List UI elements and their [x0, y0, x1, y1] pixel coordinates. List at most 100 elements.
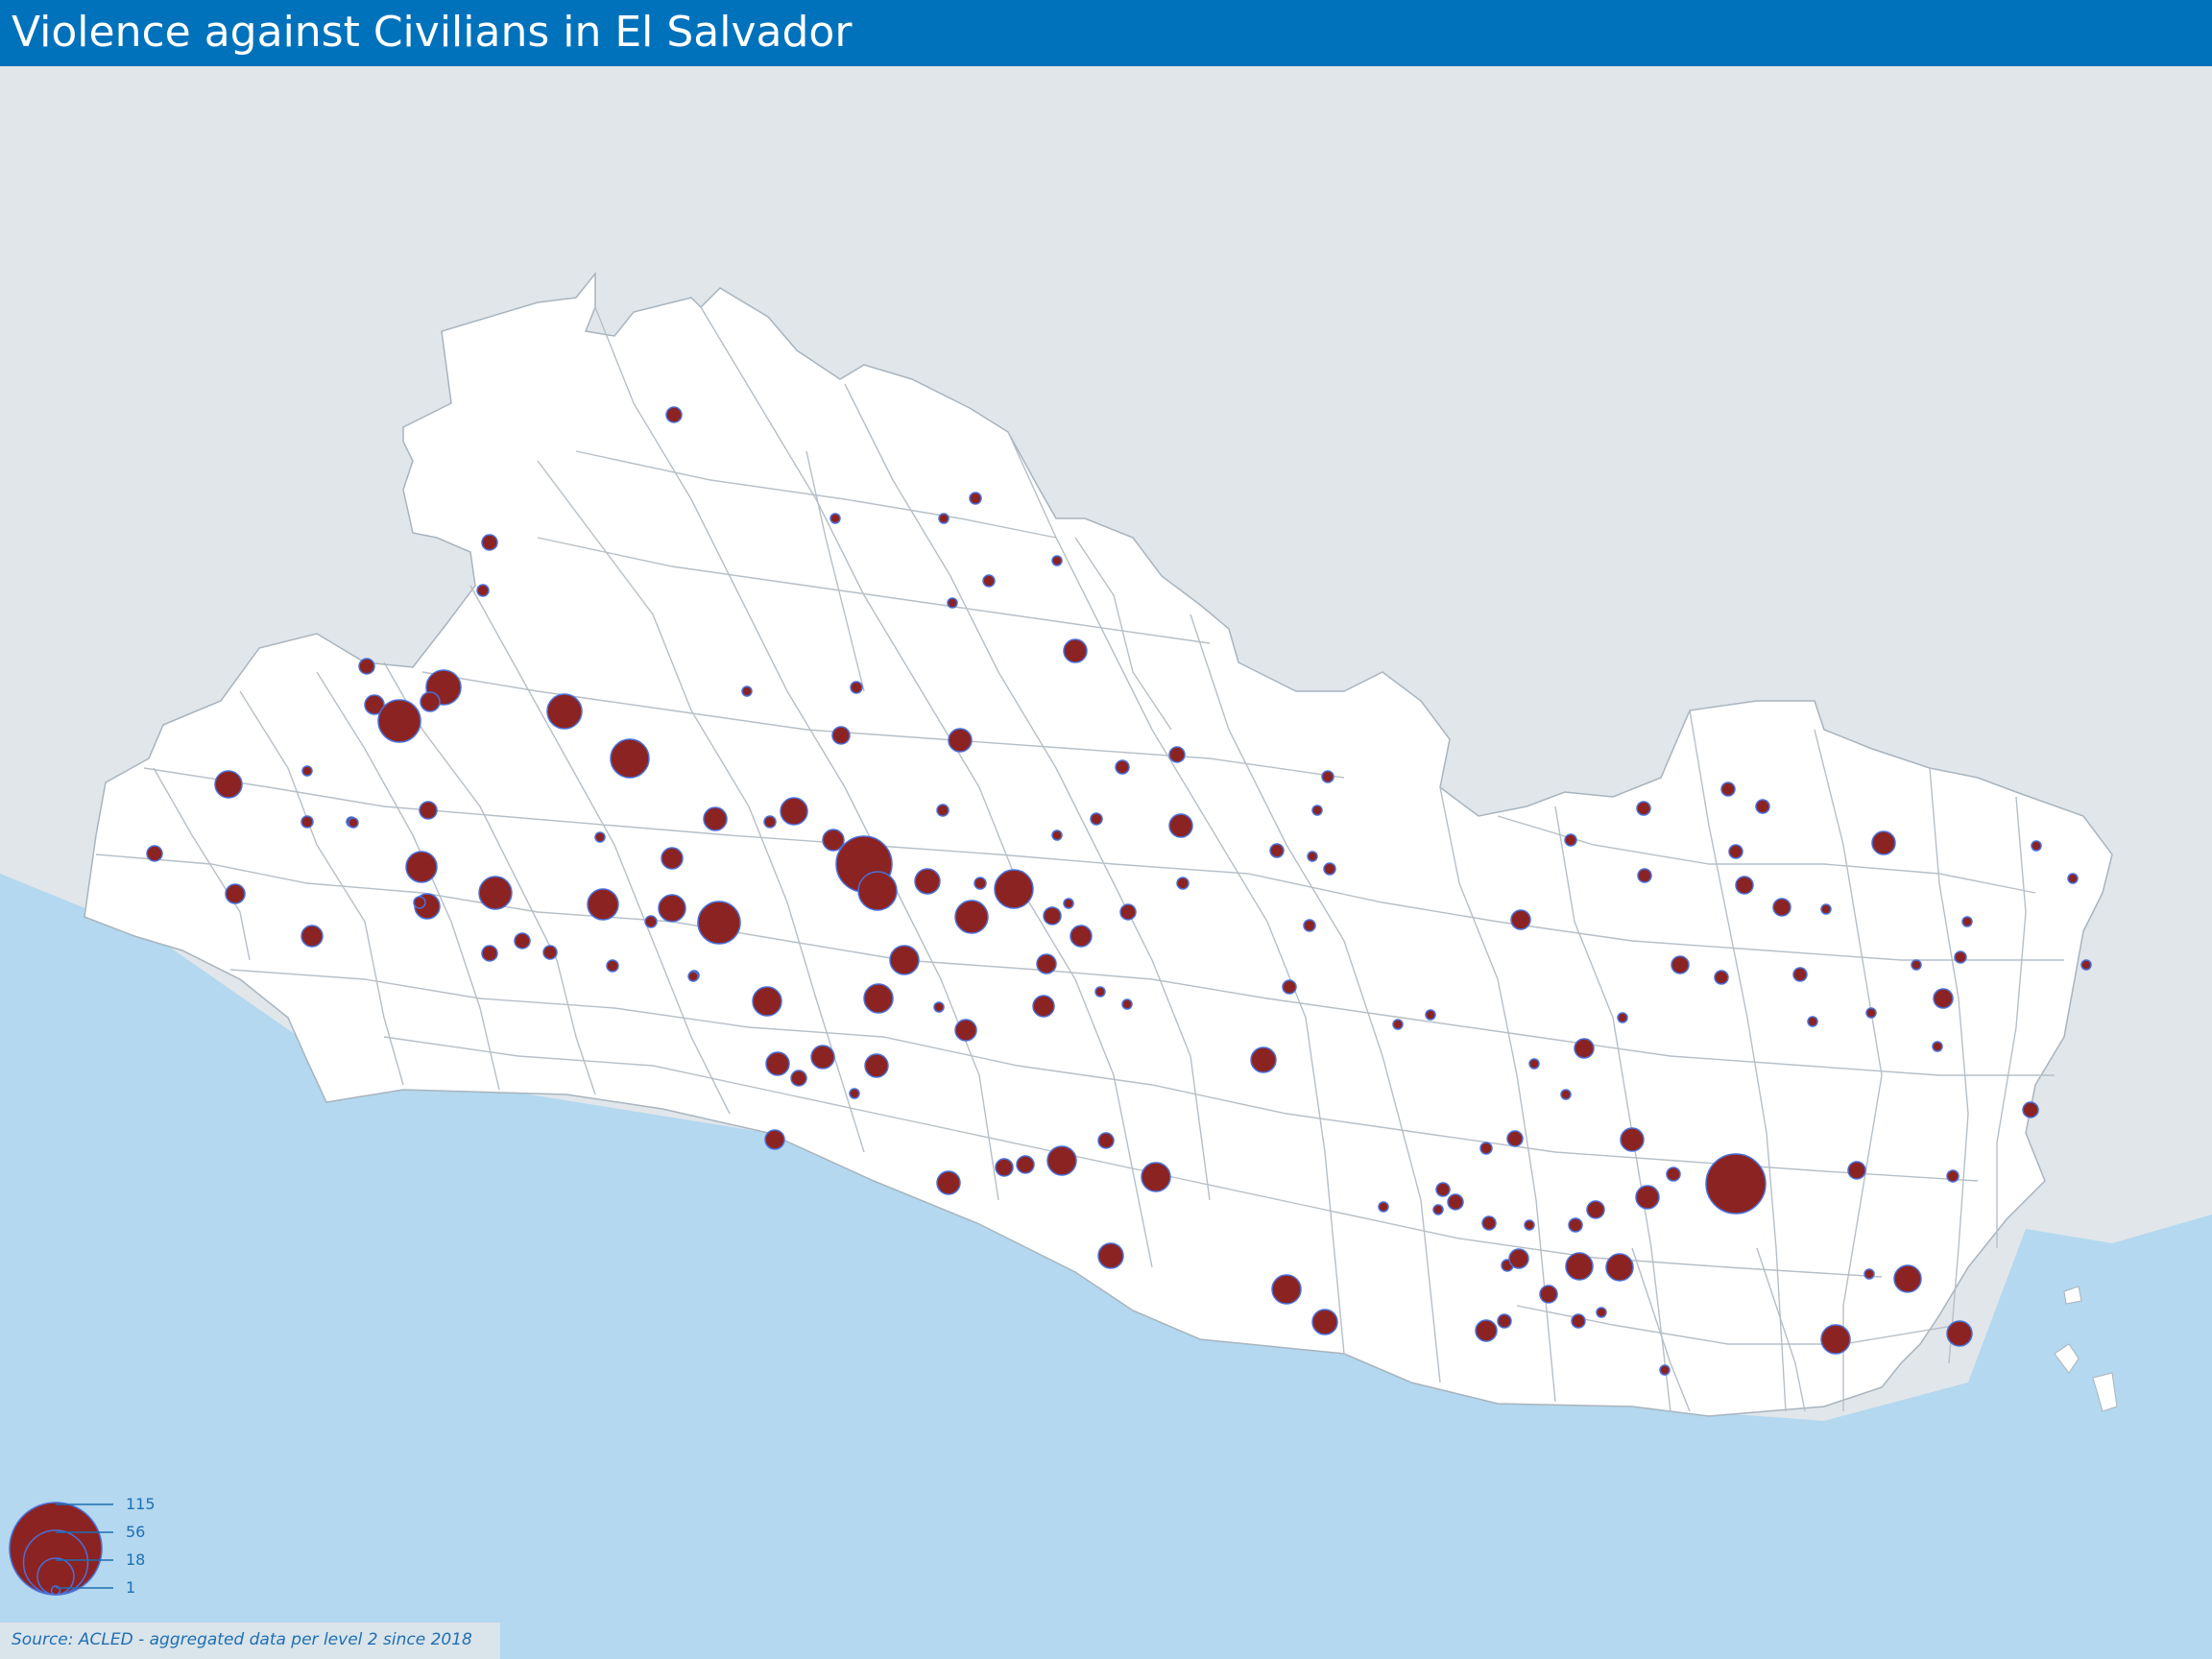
event-marker[interactable] [542, 945, 558, 960]
event-marker[interactable] [995, 1158, 1014, 1177]
event-marker[interactable] [889, 945, 920, 975]
event-marker[interactable] [954, 900, 989, 934]
event-marker[interactable] [1863, 1268, 1875, 1280]
event-marker[interactable] [697, 901, 741, 945]
event-marker[interactable] [1097, 1132, 1115, 1149]
event-marker[interactable] [933, 1001, 945, 1013]
event-marker[interactable] [1528, 1058, 1540, 1070]
event-marker[interactable] [857, 871, 898, 911]
event-marker[interactable] [1046, 1145, 1077, 1176]
event-marker[interactable] [644, 915, 658, 928]
event-marker[interactable] [1323, 862, 1336, 876]
event-marker[interactable] [764, 1129, 785, 1150]
event-marker[interactable] [1820, 903, 1832, 915]
event-marker[interactable] [1321, 770, 1334, 783]
event-marker[interactable] [1094, 986, 1106, 998]
event-marker[interactable] [763, 815, 777, 829]
event-marker[interactable] [1620, 1127, 1645, 1152]
event-marker[interactable] [1871, 830, 1896, 855]
event-marker[interactable] [830, 513, 841, 524]
event-marker[interactable] [1311, 1309, 1338, 1335]
event-marker[interactable] [831, 726, 851, 745]
event-marker[interactable] [661, 847, 684, 870]
event-marker[interactable] [1063, 638, 1088, 663]
event-marker[interactable] [1432, 1204, 1444, 1215]
event-marker[interactable] [1772, 898, 1791, 917]
event-marker[interactable] [413, 896, 426, 909]
event-marker[interactable] [810, 1045, 835, 1070]
event-marker[interactable] [938, 513, 950, 524]
event-marker[interactable] [481, 534, 498, 551]
event-marker[interactable] [1847, 1161, 1866, 1180]
event-marker[interactable] [1168, 746, 1186, 763]
event-marker[interactable] [936, 1170, 961, 1195]
event-marker[interactable] [790, 1070, 807, 1087]
event-marker[interactable] [1016, 1155, 1035, 1174]
event-marker[interactable] [478, 876, 513, 910]
event-marker[interactable] [1586, 1200, 1605, 1219]
event-marker[interactable] [1635, 1185, 1660, 1210]
event-marker[interactable] [1932, 1041, 1943, 1052]
el-salvador-land[interactable] [84, 271, 2113, 1417]
event-marker[interactable] [1447, 1193, 1464, 1211]
event-marker[interactable] [1141, 1162, 1171, 1192]
event-marker[interactable] [1097, 1242, 1124, 1269]
event-marker[interactable] [348, 817, 359, 829]
event-marker[interactable] [1568, 1217, 1583, 1233]
event-marker[interactable] [1392, 1019, 1404, 1030]
event-marker[interactable] [665, 406, 683, 423]
event-marker[interactable] [1036, 953, 1057, 974]
event-marker[interactable] [1705, 1153, 1767, 1214]
event-marker[interactable] [1954, 950, 1967, 964]
event-marker[interactable] [587, 888, 619, 921]
event-marker[interactable] [1714, 970, 1729, 985]
event-marker[interactable] [1508, 1248, 1529, 1269]
event-marker[interactable] [1435, 1182, 1451, 1197]
event-marker[interactable] [1792, 967, 1808, 982]
event-marker[interactable] [146, 845, 163, 862]
event-marker[interactable] [1121, 998, 1133, 1010]
event-marker[interactable] [947, 597, 958, 609]
event-marker[interactable] [1636, 801, 1651, 816]
event-marker[interactable] [1282, 979, 1297, 995]
event-marker[interactable] [1307, 851, 1318, 862]
event-marker[interactable] [741, 685, 753, 697]
event-marker[interactable] [1560, 1089, 1572, 1100]
event-marker[interactable] [594, 831, 606, 843]
event-marker[interactable] [849, 1088, 860, 1099]
event-marker[interactable] [1176, 877, 1190, 890]
event-marker[interactable] [1378, 1201, 1389, 1213]
event-marker[interactable] [1865, 1007, 1877, 1019]
event-marker[interactable] [1510, 909, 1531, 930]
event-marker[interactable] [1115, 759, 1130, 775]
event-marker[interactable] [1497, 1313, 1512, 1329]
event-marker[interactable] [914, 868, 941, 895]
event-marker[interactable] [1720, 781, 1736, 797]
event-marker[interactable] [377, 699, 421, 743]
map-canvas[interactable] [0, 66, 2212, 1659]
event-marker[interactable] [358, 658, 375, 675]
event-marker[interactable] [687, 971, 699, 982]
event-marker[interactable] [1946, 1169, 1960, 1183]
event-marker[interactable] [822, 829, 845, 852]
event-marker[interactable] [1911, 959, 1922, 971]
event-marker[interactable] [1820, 1324, 1851, 1355]
event-marker[interactable] [1933, 988, 1954, 1009]
event-marker[interactable] [2067, 873, 2079, 884]
event-marker[interactable] [610, 738, 650, 779]
event-marker[interactable] [481, 945, 498, 962]
event-marker[interactable] [301, 815, 314, 829]
event-marker[interactable] [1303, 919, 1316, 932]
event-marker[interactable] [405, 851, 438, 883]
event-marker[interactable] [1063, 898, 1074, 909]
event-marker[interactable] [1659, 1364, 1671, 1376]
event-marker[interactable] [1564, 833, 1577, 847]
event-marker[interactable] [2031, 840, 2042, 852]
event-marker[interactable] [948, 728, 973, 753]
event-marker[interactable] [974, 877, 987, 890]
event-marker[interactable] [1571, 1313, 1586, 1329]
event-marker[interactable] [1168, 813, 1193, 838]
event-marker[interactable] [1961, 916, 1973, 927]
event-marker[interactable] [1271, 1274, 1302, 1305]
event-marker[interactable] [982, 574, 996, 588]
